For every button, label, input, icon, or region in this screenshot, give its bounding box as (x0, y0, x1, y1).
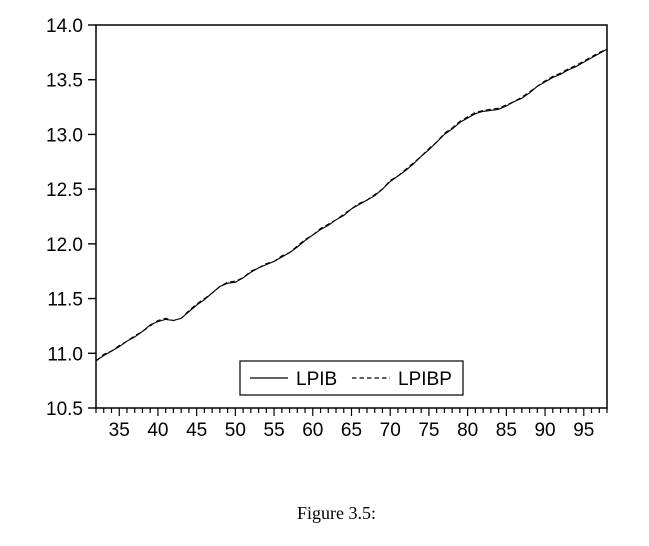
y-axis-tick-label: 11.5 (47, 290, 83, 311)
figure-caption: Figure 3.5: (297, 503, 376, 523)
y-axis-tick-label: 12.0 (46, 235, 83, 256)
x-axis-tick-label: 95 (573, 420, 594, 441)
x-axis-tick-label: 80 (457, 420, 478, 441)
y-axis-tick-label: 14.0 (46, 16, 83, 37)
y-axis-tick-label: 11.0 (47, 344, 83, 365)
x-axis-tick-label: 45 (186, 420, 207, 441)
plot-area-border (95, 24, 608, 409)
y-axis-tick-label: 13.0 (46, 125, 83, 146)
x-axis-tick-label: 65 (341, 420, 362, 441)
x-axis-tick-label: 70 (380, 420, 401, 441)
x-axis-tick-label: 40 (147, 420, 168, 441)
x-axis-tick-label: 85 (496, 420, 517, 441)
y-axis-tick-label: 12.5 (46, 180, 83, 201)
lpibp-line (95, 48, 608, 362)
legend-label-lpib: LPIB (296, 369, 337, 390)
x-axis-tick-label: 55 (264, 420, 285, 441)
y-axis-tick-label: 13.5 (46, 71, 83, 92)
lpib-line (95, 48, 608, 362)
x-axis-tick-label: 50 (225, 420, 246, 441)
x-axis-tick-label: 75 (418, 420, 439, 441)
y-axis-tick-label: 10.5 (46, 399, 83, 420)
line-chart: 14.0 13.5 13.0 12.5 12.0 11.5 11.0 10.5 35 40 45 50… (46, 16, 608, 441)
x-axis-tick-label: 60 (302, 420, 323, 441)
x-axis-tick-label: 90 (534, 420, 555, 441)
x-axis-tick-label: 35 (109, 420, 130, 441)
legend-label-lpibp: LPIBP (398, 369, 452, 390)
